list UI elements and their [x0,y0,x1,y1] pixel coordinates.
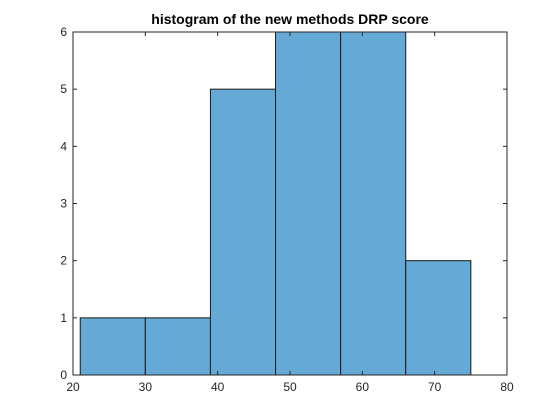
y-tick-label: 6 [60,25,67,39]
x-tick-label: 20 [66,380,80,394]
y-axis-ticks: 0 1 2 3 4 5 6 [60,25,507,382]
histogram-bar [79,317,146,376]
histogram-bar [405,260,472,376]
x-tick-label: 40 [211,380,225,394]
histogram-bar [275,31,342,376]
x-tick-label: 30 [139,380,153,394]
histogram-bar [144,317,211,376]
histogram-bar [209,88,277,376]
y-tick-label: 4 [60,139,67,153]
x-tick-label: 70 [428,380,442,394]
x-tick-label: 50 [283,380,297,394]
x-axis-ticks: 20 30 40 50 60 70 80 [66,32,514,394]
x-tick-label: 80 [500,380,514,394]
y-tick-label: 1 [60,311,67,325]
y-tick-label: 5 [60,82,67,96]
bars-group [79,31,472,376]
x-tick-label: 60 [356,380,370,394]
y-tick-label: 3 [60,197,67,211]
histogram-bar [340,31,407,376]
y-tick-label: 0 [60,368,67,382]
y-tick-label: 2 [60,254,67,268]
chart-title: histogram of the new methods DRP score [151,11,429,27]
